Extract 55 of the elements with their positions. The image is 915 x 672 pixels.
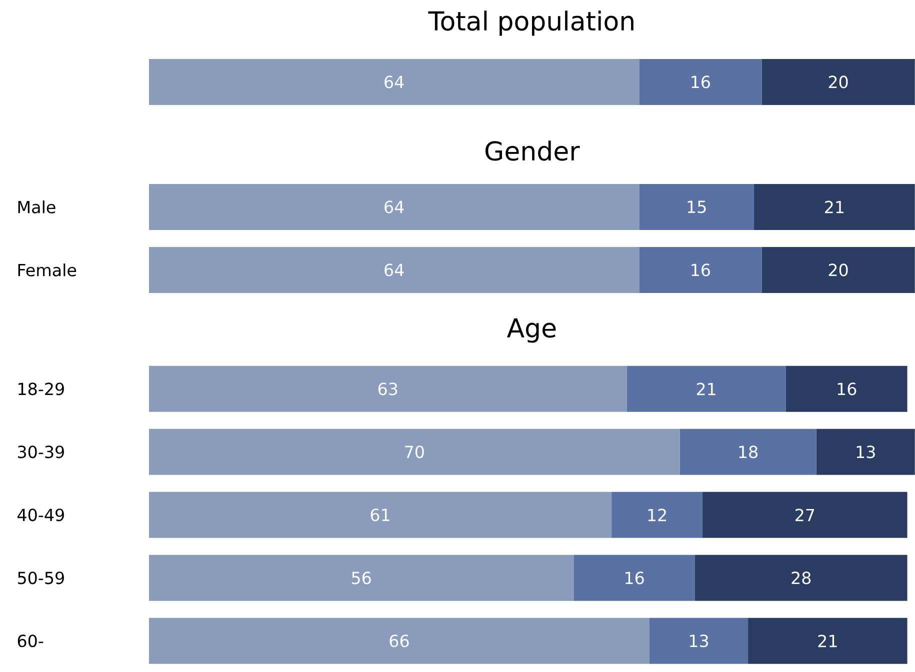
data-label: 18 (739, 445, 758, 458)
bar (786, 366, 908, 412)
y-tick-label: 50-59 (18, 571, 64, 584)
bar (649, 618, 748, 664)
data-label: 13 (690, 634, 708, 647)
y-tick-label: 18-29 (18, 382, 64, 396)
bar (754, 184, 915, 230)
bar (694, 554, 908, 601)
data-label: 16 (838, 382, 856, 396)
data-label: 16 (692, 263, 710, 276)
data-label: 61 (370, 508, 390, 522)
y-tick-label: 30-39 (18, 445, 64, 458)
chart-title: Gender (485, 140, 580, 161)
y-tick-label: 40-49 (18, 508, 64, 522)
bar (702, 492, 908, 538)
bar (148, 246, 640, 293)
data-label: 63 (378, 382, 398, 396)
bar (626, 366, 786, 412)
data-label: 13 (856, 445, 875, 458)
chart-title: Age (506, 318, 556, 343)
bar (148, 618, 650, 664)
data-label: 64 (384, 263, 404, 276)
data-label: 16 (692, 75, 710, 88)
data-label: 16 (626, 571, 644, 584)
bar (748, 618, 908, 664)
bar (148, 184, 640, 230)
bar (574, 554, 695, 601)
bar (639, 184, 754, 230)
y-tick-label: Male (18, 200, 56, 214)
data-label: 70 (405, 445, 424, 458)
data-label: 15 (688, 200, 706, 213)
data-label: 12 (648, 508, 666, 521)
data-label: 21 (825, 200, 844, 213)
data-label: 56 (352, 571, 371, 584)
data-label: 20 (828, 75, 848, 88)
data-label: 28 (792, 571, 811, 584)
data-label: 64 (384, 200, 404, 214)
bar (762, 246, 915, 293)
data-label: 66 (390, 634, 409, 647)
data-label: 20 (828, 263, 848, 276)
bar (148, 554, 574, 601)
bar (680, 428, 816, 475)
bar (816, 428, 915, 475)
bar (148, 366, 627, 412)
bar (148, 492, 612, 538)
bar (639, 246, 762, 293)
data-label: 21 (696, 382, 716, 395)
bar (148, 428, 680, 475)
y-tick-label: Female (18, 263, 76, 276)
data-label: 21 (818, 634, 837, 647)
data-label: 27 (796, 508, 814, 521)
bar (612, 492, 703, 538)
data-label: 64 (384, 75, 404, 88)
chart-title: Total population (428, 10, 634, 36)
y-tick-label: 60- (18, 634, 44, 647)
